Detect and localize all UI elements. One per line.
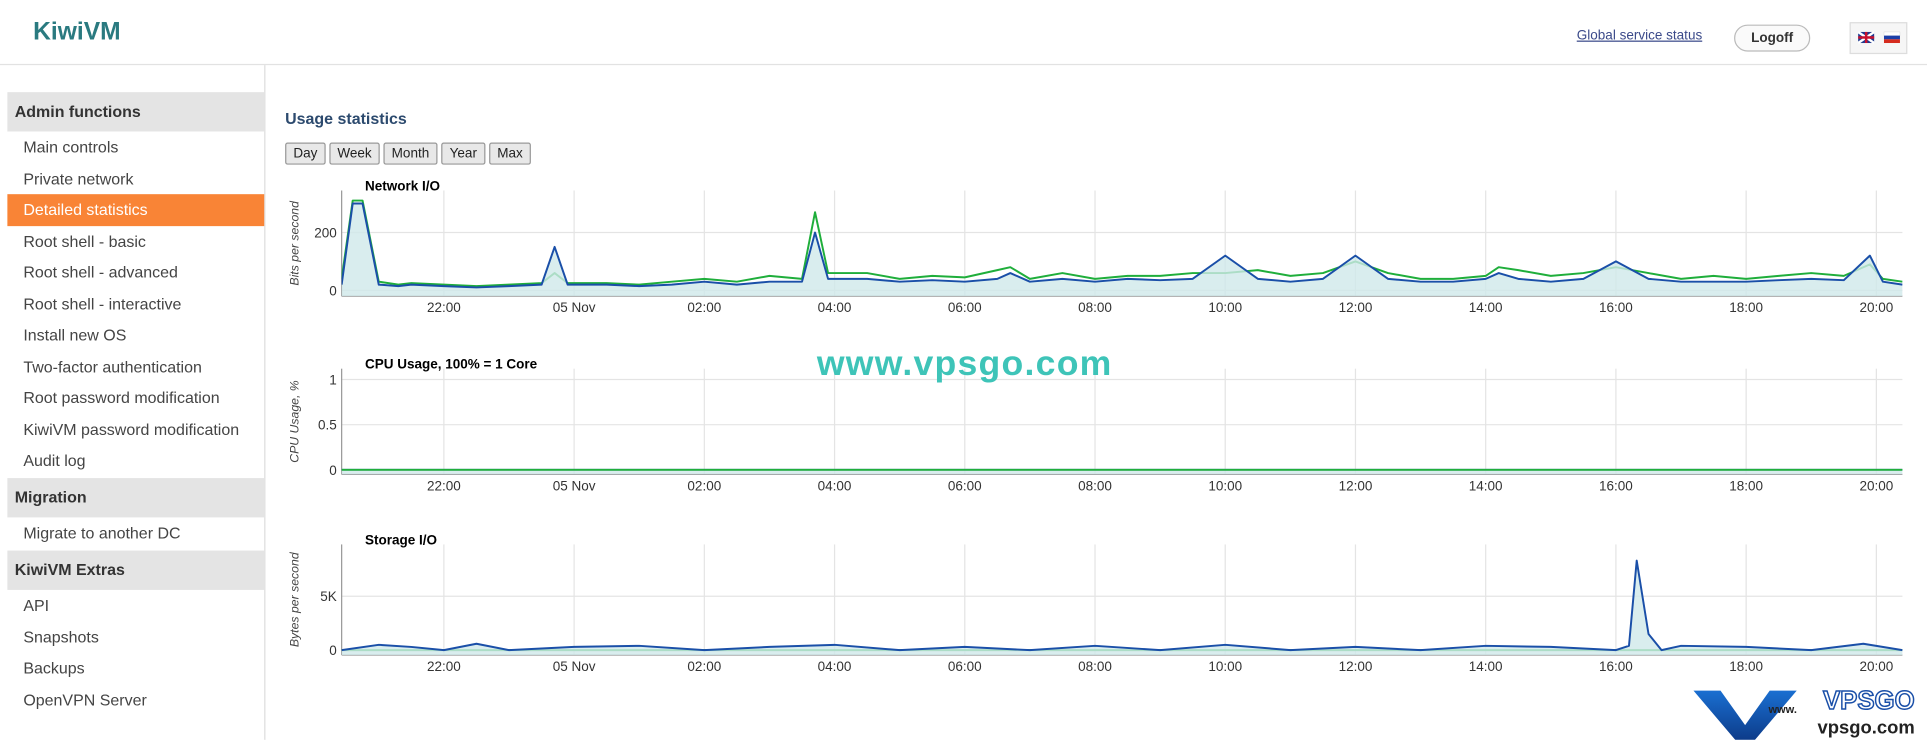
x-tick-label: 02:00: [687, 300, 721, 315]
x-tick-label: 04:00: [818, 659, 852, 674]
y-tick-label: 0: [329, 283, 337, 298]
x-tick-label: 16:00: [1599, 300, 1633, 315]
y-axis-label: Bytes per second: [288, 551, 302, 647]
header: KiwiVM Global service status Logoff: [0, 0, 1927, 66]
watermark-logo: VPSGO: [1823, 687, 1915, 715]
logoff-button[interactable]: Logoff: [1734, 24, 1811, 52]
x-tick-label: 22:00: [427, 478, 461, 493]
sidebar-item[interactable]: Detailed statistics: [7, 194, 265, 227]
x-tick-label: 06:00: [948, 659, 982, 674]
sidebar-item[interactable]: Audit log: [23, 451, 86, 470]
sidebar-item[interactable]: Private network: [23, 168, 134, 188]
range-button[interactable]: Week: [329, 142, 380, 165]
chart: 22:00 05 Nov 02:00 04:00 06:00 08:00 10:00 12:0…: [288, 178, 1903, 315]
sidebar-item[interactable]: Main controls: [23, 137, 119, 157]
watermark-logo-mark: [1693, 690, 1797, 740]
x-tick-label: 06:00: [948, 478, 982, 493]
line: [341, 199, 1903, 288]
y-axis-label: CPU Usage, %: [288, 380, 302, 463]
y-tick-label: 200: [314, 225, 337, 240]
sidebar-heading: Admin functions: [7, 92, 265, 132]
range-button[interactable]: Day: [285, 142, 326, 165]
x-tick-label: 12:00: [1339, 478, 1373, 493]
sidebar: Admin functions Main controls Private netw…: [7, 65, 266, 740]
sidebar-item[interactable]: Install new OS: [23, 325, 127, 345]
sidebar-item[interactable]: Root shell - basic: [23, 231, 146, 251]
x-tick-label: 18:00: [1729, 659, 1763, 674]
sidebar-item[interactable]: Migrate to another DC: [23, 523, 181, 542]
x-tick-label: 02:00: [687, 659, 721, 674]
chart: 22:00 05 Nov 02:00 04:00 06:00 08:00 10:00 12:0…: [288, 357, 1903, 493]
sidebar-item[interactable]: OpenVPN Server: [23, 690, 147, 709]
range-button[interactable]: Year: [441, 142, 486, 165]
x-tick-label: 16:00: [1599, 478, 1633, 493]
sidebar-item[interactable]: Two-factor authentication: [23, 357, 202, 376]
line: [341, 202, 1903, 289]
chart-title: Network I/O: [365, 178, 440, 193]
flags-icon[interactable]: [1851, 23, 1906, 52]
x-tick-label: 22:00: [427, 659, 461, 674]
plot: [341, 559, 1903, 656]
x-tick-label: 02:00: [687, 478, 721, 493]
x-tick-label: 05 Nov: [553, 478, 596, 493]
sidebar-item[interactable]: API: [23, 596, 50, 615]
x-tick-label: 14:00: [1469, 478, 1503, 493]
language-flags: [1849, 22, 1908, 55]
x-tick-label: 20:00: [1859, 300, 1893, 315]
watermark: www.vpsgo.com: [816, 343, 1113, 383]
x-tick-label: 18:00: [1729, 478, 1763, 493]
x-tick-label: 18:00: [1729, 300, 1763, 315]
status-link[interactable]: Global service status: [1576, 28, 1703, 44]
sidebar-heading: KiwiVM Extras: [7, 550, 265, 590]
sidebar-item[interactable]: Snapshots: [23, 627, 99, 646]
range-button[interactable]: Max: [489, 142, 531, 165]
x-tick-label: 04:00: [818, 478, 852, 493]
line: [341, 559, 1903, 652]
area: [341, 560, 1903, 656]
watermark-prefix: www.: [1767, 704, 1796, 716]
chart: 22:00 05 Nov 02:00 04:00 06:00 08:00 10:00 12:0…: [288, 532, 1903, 674]
y-tick-label: 0: [329, 643, 337, 658]
area: [341, 469, 1903, 475]
x-tick-label: 06:00: [948, 300, 982, 315]
sidebar-heading: Migration: [7, 478, 265, 518]
x-tick-label: 05 Nov: [553, 300, 596, 315]
x-tick-label: 10:00: [1208, 659, 1242, 674]
x-tick-label: 14:00: [1469, 659, 1503, 674]
sidebar-item[interactable]: Backups: [23, 658, 85, 678]
sidebar-item[interactable]: Root password modification: [23, 388, 220, 407]
x-tick-label: 14:00: [1469, 300, 1503, 315]
y-tick-label: 1: [329, 372, 337, 387]
logo[interactable]: KiwiVM: [33, 18, 121, 46]
x-tick-label: 10:00: [1208, 478, 1242, 493]
chart-title: Storage I/O: [365, 532, 437, 547]
section-title: Usage statistics: [285, 109, 407, 128]
y-tick-label: 0: [329, 463, 337, 478]
y-tick-label: 5K: [320, 589, 337, 604]
x-tick-label: 08:00: [1078, 300, 1112, 315]
plot: [341, 468, 1903, 475]
x-tick-label: 22:00: [427, 300, 461, 315]
x-tick-label: 08:00: [1078, 478, 1112, 493]
chart-title: CPU Usage, 100% = 1 Core: [365, 357, 538, 372]
watermark-url: vpsgo.com: [1817, 717, 1914, 738]
sidebar-item[interactable]: Root shell - interactive: [23, 294, 182, 313]
x-tick-label: 20:00: [1859, 659, 1893, 674]
plot: [341, 199, 1903, 297]
x-tick-label: 20:00: [1859, 478, 1893, 493]
x-tick-label: 08:00: [1078, 659, 1112, 674]
x-tick-label: 04:00: [818, 300, 852, 315]
x-tick-label: 12:00: [1339, 659, 1373, 674]
y-tick-label: 0.5: [318, 418, 337, 433]
x-tick-label: 05 Nov: [553, 659, 596, 674]
y-axis-label: Bits per second: [288, 200, 302, 286]
sidebar-item[interactable]: KiwiVM password modification: [23, 419, 240, 439]
x-tick-label: 12:00: [1339, 300, 1373, 315]
range-button[interactable]: Month: [383, 142, 438, 165]
sidebar-item[interactable]: Root shell - advanced: [23, 262, 178, 282]
x-tick-label: 10:00: [1208, 300, 1242, 315]
x-tick-label: 16:00: [1599, 659, 1633, 674]
